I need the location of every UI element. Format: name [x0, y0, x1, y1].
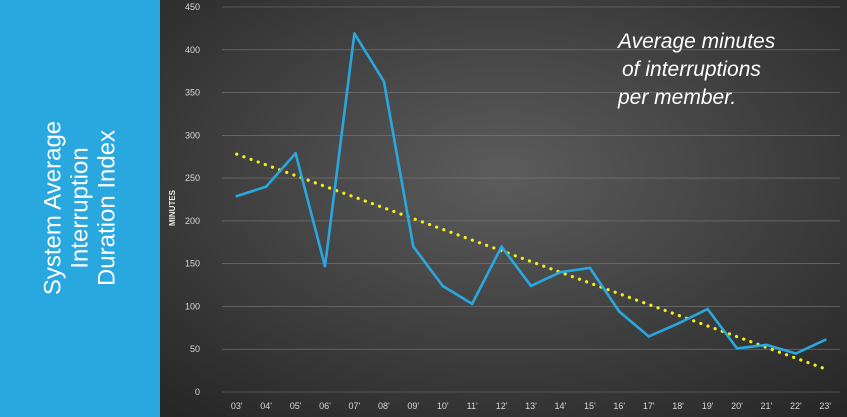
- x-tick-label: 10': [437, 401, 449, 411]
- data-point: [559, 270, 562, 274]
- x-tick-label: 21': [761, 401, 773, 411]
- data-point: [676, 322, 680, 325]
- x-tick-label: 12': [496, 401, 508, 411]
- y-tick-label: 100: [185, 301, 200, 311]
- annotation-line: per member.: [617, 86, 736, 109]
- x-tick-label: 13': [525, 401, 537, 411]
- y-tick-label: 200: [185, 216, 200, 226]
- x-tick-label: 04': [260, 401, 272, 411]
- side-title-line: System Average: [39, 120, 67, 296]
- x-tick-label: 23': [819, 401, 831, 411]
- y-tick-label: 0: [195, 387, 200, 397]
- data-point: [765, 343, 768, 347]
- saidi-chart: 0 50 100 150 200 250 300 350 400 450 03' 04' 05' 06'…: [160, 0, 847, 417]
- x-tick-label: 03': [231, 401, 243, 411]
- data-point: [382, 80, 386, 83]
- x-tick-label: 05': [290, 401, 302, 411]
- y-tick-label: 350: [185, 88, 200, 98]
- y-tick-label: 50: [190, 344, 200, 354]
- annotation-line: of interruptions: [622, 58, 761, 81]
- data-point: [617, 310, 621, 313]
- x-tick-label: 15': [584, 401, 596, 411]
- data-point: [529, 284, 533, 288]
- data-point: [647, 335, 651, 338]
- x-tick-label: 14': [555, 401, 567, 411]
- x-tick-label: 11': [467, 401, 478, 411]
- x-tick-label: 17': [643, 401, 655, 411]
- data-point: [588, 266, 592, 270]
- data-point: [264, 185, 268, 188]
- data-point: [441, 284, 445, 288]
- trend-line: [235, 152, 827, 371]
- x-tick-label: 16': [613, 401, 625, 411]
- side-panel: System Average Interruption Duration Ind…: [0, 0, 160, 417]
- data-point: [794, 352, 798, 355]
- side-title-line: Duration Index: [93, 129, 121, 287]
- data-point: [470, 302, 474, 306]
- data-point: [235, 194, 239, 198]
- x-tick-label: 07': [349, 401, 361, 411]
- gridlines: [222, 6, 840, 393]
- y-tick-label: 150: [185, 259, 200, 269]
- x-tick-label: 22': [790, 401, 802, 411]
- side-title-line: Interruption: [66, 147, 94, 269]
- y-tick-label: 250: [185, 173, 200, 183]
- x-axis-ticks: 03' 04' 05' 06' 07' 08' 09' 10' 11' 12' 13' 14' 15' 1…: [231, 401, 832, 411]
- x-tick-label: 19': [702, 401, 714, 411]
- x-tick-label: 20': [731, 401, 743, 411]
- y-tick-label: 400: [185, 45, 200, 55]
- data-point: [294, 152, 297, 155]
- annotation-line: Average minutes: [616, 30, 776, 53]
- data-point: [706, 307, 709, 311]
- series-layer: [235, 32, 827, 355]
- x-tick-label: 18': [672, 401, 684, 411]
- data-point: [411, 245, 415, 248]
- y-axis-title: MINUTES: [168, 189, 177, 226]
- chart-background: [160, 0, 847, 417]
- y-tick-label: 450: [185, 2, 200, 12]
- data-point: [323, 264, 327, 268]
- data-point: [823, 338, 827, 342]
- x-tick-label: 06': [319, 401, 331, 411]
- data-point: [353, 32, 356, 35]
- trendline: [235, 152, 827, 371]
- side-title: System Average Interruption Duration Ind…: [40, 58, 121, 358]
- data-point: [735, 347, 739, 350]
- y-tick-label: 300: [185, 130, 200, 140]
- annotation: Average minutes of interruptions per mem…: [616, 30, 776, 109]
- x-tick-label: 09': [407, 401, 419, 411]
- data-point: [500, 245, 503, 248]
- y-axis-ticks: 0 50 100 150 200 250 300 350 400 450: [185, 2, 200, 397]
- x-tick-label: 08': [378, 401, 390, 411]
